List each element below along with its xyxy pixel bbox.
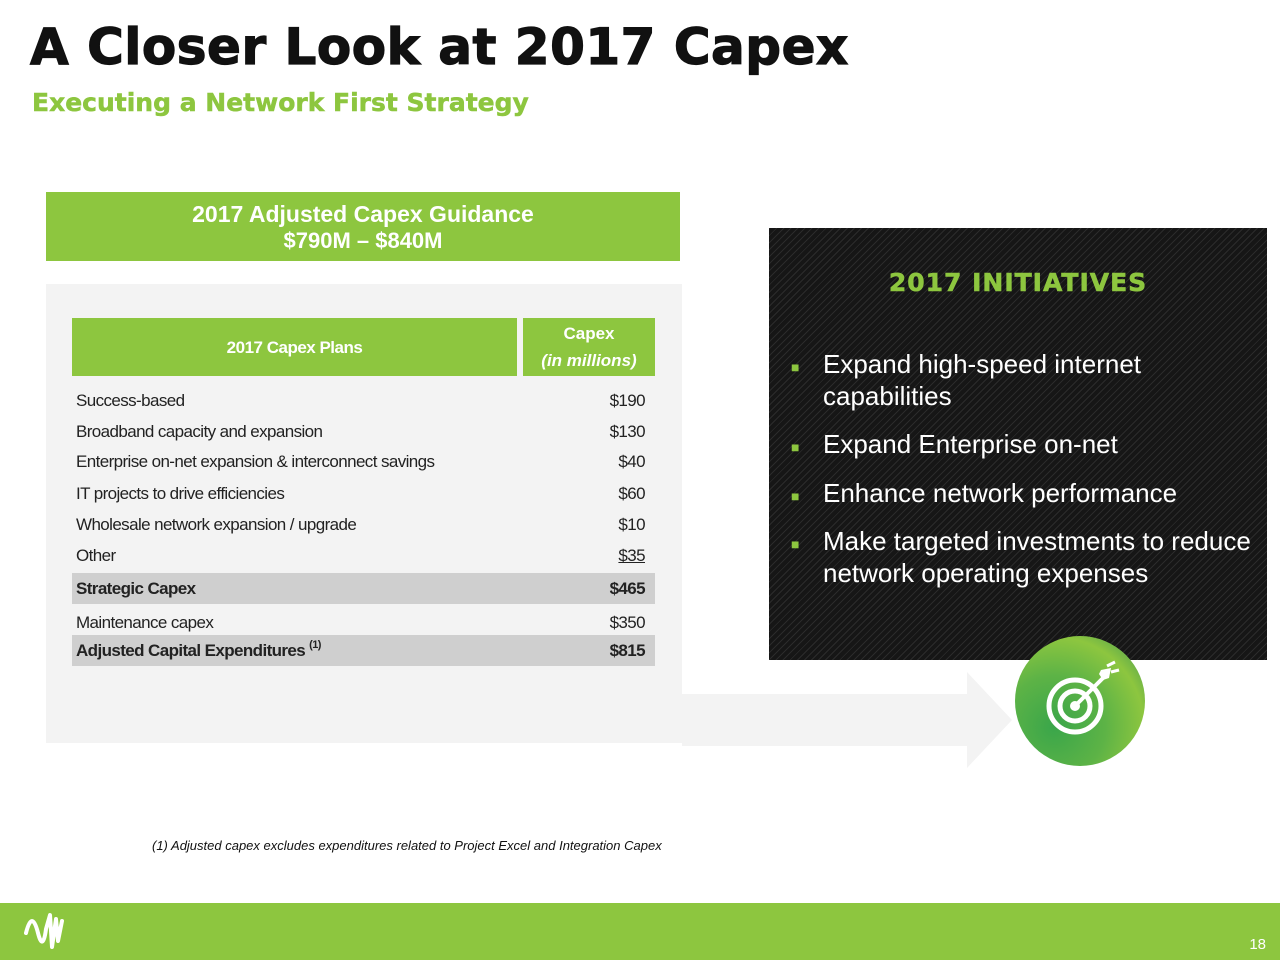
initiative-text: Enhance network performance xyxy=(823,478,1178,508)
row-value: $190 xyxy=(609,391,646,410)
table-header-plans: 2017 Capex Plans xyxy=(72,318,517,376)
guidance-range: $790M – $840M xyxy=(283,228,443,253)
initiatives-panel: 2017 INITIATIVES ■ Expand high-speed int… xyxy=(769,228,1267,660)
guidance-title: 2017 Adjusted Capex Guidance xyxy=(192,201,534,227)
row-label: Success-based xyxy=(76,391,185,410)
row-label: Broadband capacity and expansion xyxy=(76,422,323,441)
bullet-icon: ■ xyxy=(791,359,800,375)
page-number: 18 xyxy=(1249,936,1266,953)
footnote: (1) Adjusted capex excludes expenditures… xyxy=(152,838,662,853)
table-header-plans-label: 2017 Capex Plans xyxy=(226,338,363,357)
initiative-text: Expand Enterprise on-net xyxy=(823,429,1118,459)
row-label: IT projects to drive efficiencies xyxy=(76,484,285,503)
row-value: $815 xyxy=(609,641,646,660)
page-title: A Closer Look at 2017 Capex xyxy=(29,17,849,76)
footnote-marker: (1) xyxy=(309,639,321,651)
table-header-capex-label: Capex xyxy=(563,324,615,343)
row-label: Maintenance capex xyxy=(76,613,214,632)
arrow-shape xyxy=(682,672,1012,768)
row-value: $350 xyxy=(609,613,646,632)
row-label: Wholesale network expansion / upgrade xyxy=(76,515,357,534)
row-label-text: Adjusted Capital Expenditures xyxy=(76,641,306,660)
footer-bar: 18 xyxy=(0,903,1280,960)
bullet-icon: ■ xyxy=(791,439,800,455)
row-value: $10 xyxy=(618,515,645,534)
table-row: Wholesale network expansion / upgrade $1… xyxy=(72,509,655,540)
table-row: Other $35 xyxy=(72,540,655,571)
table-row: IT projects to drive efficiencies $60 xyxy=(72,478,655,509)
row-value: $60 xyxy=(618,484,645,503)
row-value: $465 xyxy=(609,579,646,598)
capex-guidance-banner: 2017 Adjusted Capex Guidance $790M – $84… xyxy=(46,192,680,261)
wave-logo-icon xyxy=(24,913,64,949)
row-value: $130 xyxy=(609,422,646,441)
row-value: $35 xyxy=(618,546,645,565)
table-row: Enterprise on-net expansion & interconne… xyxy=(72,446,655,477)
table-row: Success-based $190 xyxy=(72,385,655,416)
table-row-total: Adjusted Capital Expenditures (1) $815 xyxy=(72,635,655,666)
row-label: Other xyxy=(76,546,116,565)
initiative-text: Make targeted investments to reduce netw… xyxy=(823,526,1251,588)
table-header-capex: Capex (in millions) xyxy=(523,318,655,376)
target-icon-graphic xyxy=(1046,660,1120,735)
row-label: Enterprise on-net expansion & interconne… xyxy=(76,452,435,471)
bullet-icon: ■ xyxy=(791,536,800,552)
target-icon xyxy=(1015,636,1145,766)
row-value: $40 xyxy=(618,452,645,471)
table-row: Maintenance capex $350 xyxy=(72,607,655,638)
table-header-capex-unit: (in millions) xyxy=(541,351,637,370)
bullet-icon: ■ xyxy=(791,488,800,504)
page-subtitle: Executing a Network First Strategy xyxy=(32,88,529,118)
initiatives-title: 2017 INITIATIVES xyxy=(888,268,1148,298)
table-row: Broadband capacity and expansion $130 xyxy=(72,416,655,447)
table-row-subtotal: Strategic Capex $465 xyxy=(72,573,655,604)
row-label: Adjusted Capital Expenditures (1) xyxy=(76,639,321,661)
row-label: Strategic Capex xyxy=(76,579,196,598)
initiative-text: Expand high-speed internet capabilities xyxy=(823,349,1142,411)
